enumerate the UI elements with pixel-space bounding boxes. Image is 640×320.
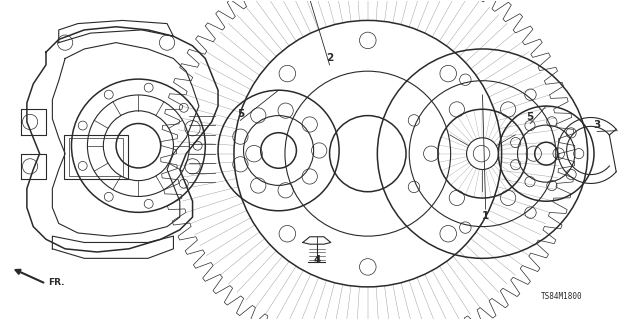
- Text: 2: 2: [326, 53, 333, 63]
- Text: 3: 3: [593, 120, 601, 130]
- Text: 5: 5: [527, 112, 534, 122]
- Text: 4: 4: [313, 255, 321, 265]
- Text: 1: 1: [482, 211, 490, 220]
- Text: TS84M1800: TS84M1800: [541, 292, 583, 301]
- Text: 5: 5: [237, 109, 244, 119]
- Text: FR.: FR.: [48, 278, 65, 287]
